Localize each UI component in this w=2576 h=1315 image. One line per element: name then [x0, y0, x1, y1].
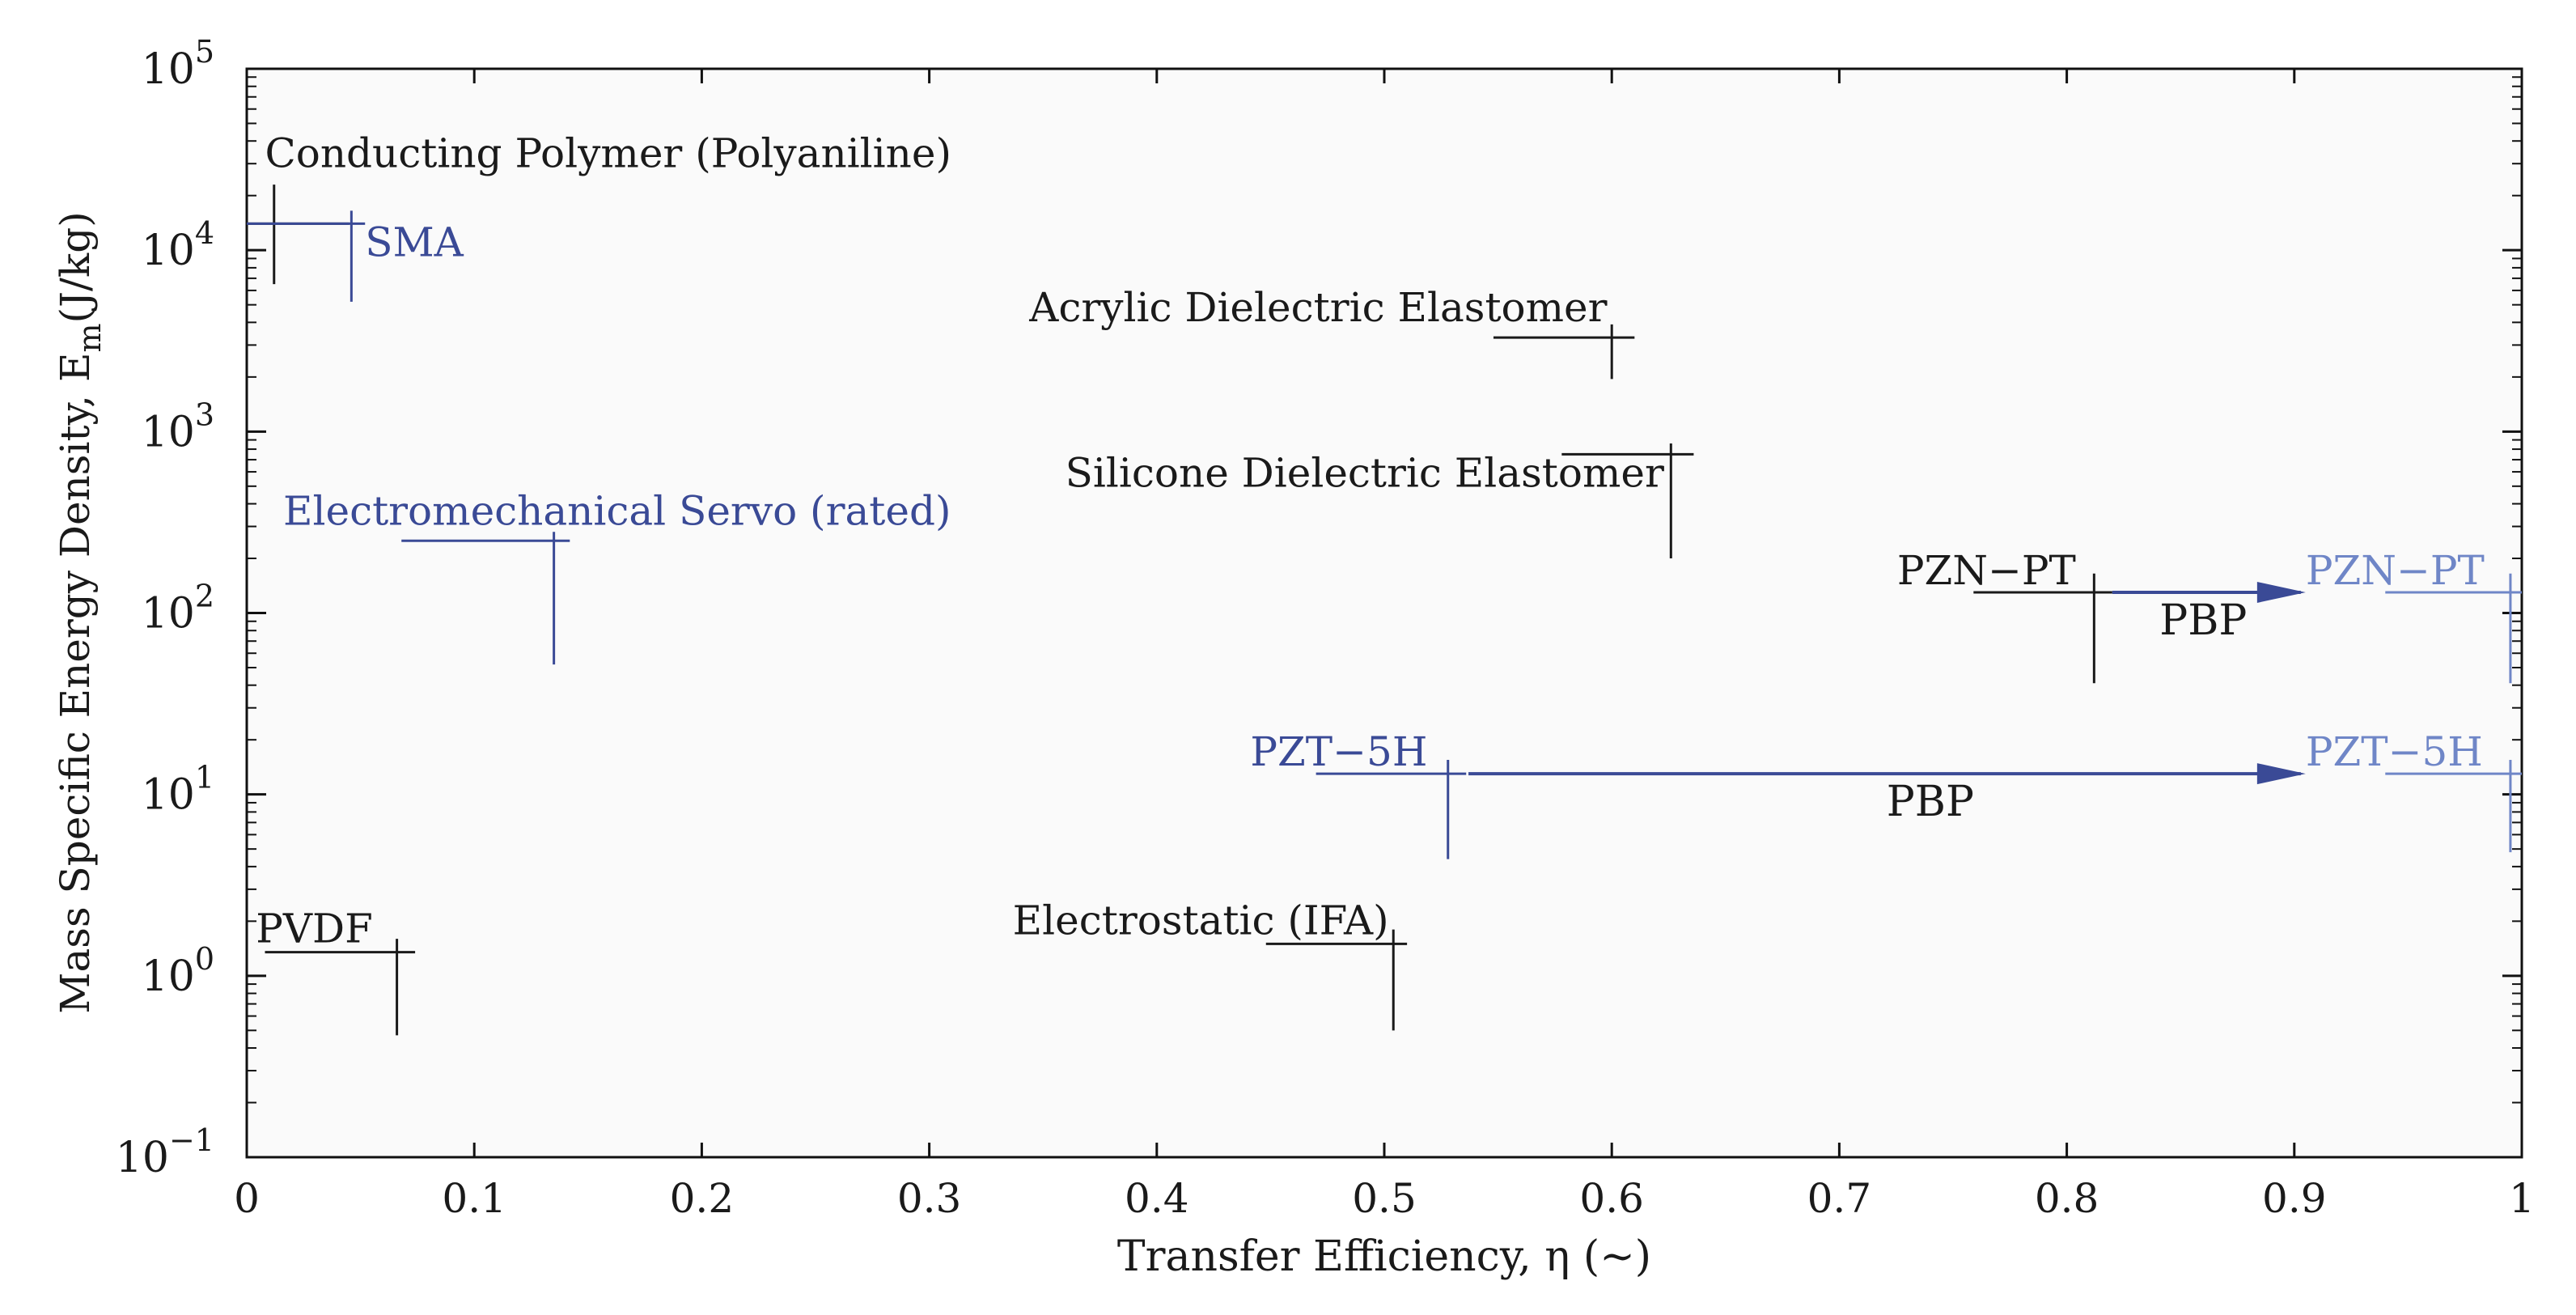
arrow-head: [2256, 581, 2306, 603]
y-axis-label-main: Mass Specific Energy Density, E: [52, 353, 99, 1014]
data-point-label: PZN−PT: [1897, 547, 2076, 594]
data-point: PZT−5H: [1250, 728, 1467, 859]
y-tick-exponent: 2: [195, 579, 214, 614]
data-point-label: Electrostatic (IFA): [1013, 897, 1389, 944]
y-tick-exponent: 1: [195, 760, 214, 795]
pbp-arrow: PBP: [1468, 763, 2306, 826]
plot-area: [245, 67, 2523, 1159]
y-axis-label-unit: (J/kg): [52, 211, 99, 323]
y-axis-label: Mass Specific Energy Density, Em(J/kg): [52, 211, 108, 1013]
arrow-label: PBP: [2159, 596, 2247, 645]
y-tick-label: 10−1: [116, 1122, 214, 1182]
data-point-label: PZT−5H: [2306, 728, 2483, 775]
y-tick-label: 102: [142, 579, 214, 638]
y-tick-label: 100: [142, 941, 214, 1001]
data-point-label: PZN−PT: [2306, 547, 2485, 594]
x-tick-label: 0.4: [1125, 1175, 1189, 1222]
y-tick-exponent: 3: [195, 397, 214, 432]
y-tick-base: 10: [142, 408, 195, 456]
x-tick-label: 0.1: [442, 1175, 506, 1222]
axis-ticks: [245, 67, 2523, 1159]
data-point: Electromechanical Servo (rated): [283, 487, 951, 665]
y-tick-label: 104: [142, 215, 214, 275]
x-tick-label: 0.3: [897, 1175, 962, 1222]
y-tick-label: 105: [142, 34, 214, 94]
y-tick-base: 10: [142, 227, 195, 275]
data-point-label: SMA: [365, 218, 464, 265]
y-tick-base: 10: [142, 590, 195, 638]
y-tick-base: 10: [116, 1134, 169, 1182]
data-point-label: Electromechanical Servo (rated): [283, 487, 951, 534]
x-tick-labels: 0 0.1 0.2 0.3 0.4 0.5 0.6 0.7 0.8 0.9 1: [234, 1175, 2535, 1222]
data-point: PZN−PT: [2306, 547, 2522, 684]
data-point: Acrylic Dielectric Elastomer: [1028, 284, 1635, 380]
x-tick-label: 0.2: [670, 1175, 735, 1222]
pbp-arrow: PBP: [2112, 581, 2306, 645]
pbp-arrows: PBP PBP: [1468, 581, 2306, 826]
y-tick-base: 10: [142, 771, 195, 820]
x-axis-label: Transfer Efficiency, η (~): [1117, 1232, 1651, 1281]
x-tick-label: 0.6: [1579, 1175, 1644, 1222]
x-tick-label: 0.8: [2035, 1175, 2099, 1222]
data-point-label: Conducting Polymer (Polyaniline): [265, 129, 951, 176]
x-tick-label: 0: [234, 1175, 260, 1222]
svg-text:Mass Specific Energy Density,: Mass Specific Energy Density, Em(J/kg): [52, 211, 108, 1013]
x-tick-label: 0.5: [1352, 1175, 1417, 1222]
data-point: PZN−PT: [1897, 547, 2112, 684]
y-tick-base: 10: [142, 952, 195, 1001]
x-tick-label: 1: [2509, 1175, 2535, 1222]
data-marks: Conducting Polymer (Polyaniline) SMA Acryl…: [247, 129, 2522, 1036]
y-tick-exponent: −1: [169, 1122, 214, 1158]
x-tick-label: 0.9: [2262, 1175, 2327, 1222]
data-point: Electrostatic (IFA): [1013, 897, 1408, 1031]
y-tick-exponent: 5: [195, 34, 214, 70]
y-tick-exponent: 4: [195, 215, 214, 251]
y-axis-label-sub: m: [72, 324, 108, 353]
arrow-label: PBP: [1887, 778, 1974, 826]
arrow-head: [2256, 763, 2306, 785]
y-tick-label: 103: [142, 397, 214, 456]
data-point-label: Acrylic Dielectric Elastomer: [1028, 284, 1607, 331]
data-point-label: PVDF: [256, 906, 373, 952]
y-tick-label: 101: [142, 760, 214, 820]
data-point-label: Silicone Dielectric Elastomer: [1066, 449, 1664, 496]
data-point: PZT−5H: [2306, 728, 2522, 853]
y-tick-base: 10: [142, 45, 195, 94]
data-point: Silicone Dielectric Elastomer: [1066, 443, 1694, 559]
data-point: SMA: [247, 210, 464, 302]
data-point: PVDF: [256, 906, 416, 1036]
x-tick-label: 0.7: [1807, 1175, 1872, 1222]
y-tick-exponent: 0: [195, 941, 214, 977]
data-point-label: PZT−5H: [1250, 728, 1427, 775]
